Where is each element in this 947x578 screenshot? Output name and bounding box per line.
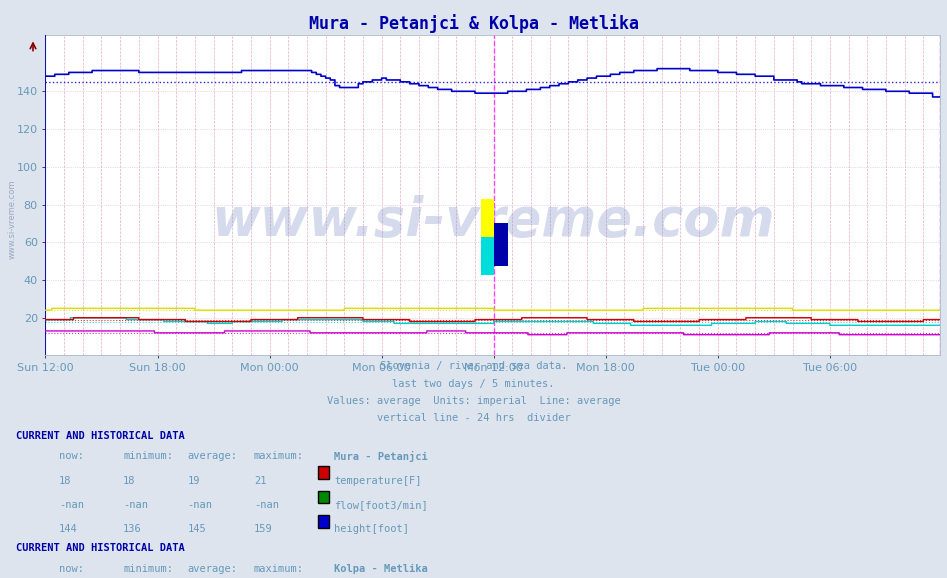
Text: -nan: -nan [188, 500, 212, 510]
Text: 136: 136 [123, 524, 142, 534]
Text: 159: 159 [254, 524, 273, 534]
Text: 21: 21 [254, 476, 266, 486]
Bar [509, 199, 536, 216]
Text: minimum:: minimum: [123, 451, 173, 461]
Text: temperature[F]: temperature[F] [334, 476, 421, 486]
Text: flow[foot3/min]: flow[foot3/min] [334, 500, 428, 510]
Text: now:: now: [59, 564, 83, 574]
Text: Mura - Petanjci: Mura - Petanjci [334, 451, 428, 462]
Text: -nan: -nan [123, 500, 148, 510]
Text: 18: 18 [59, 476, 71, 486]
Text: maximum:: maximum: [254, 564, 304, 574]
Text: CURRENT AND HISTORICAL DATA: CURRENT AND HISTORICAL DATA [16, 543, 185, 553]
Text: www.si-vreme.com: www.si-vreme.com [211, 195, 775, 247]
Text: vertical line - 24 hrs  divider: vertical line - 24 hrs divider [377, 413, 570, 423]
Text: 18: 18 [123, 476, 135, 486]
Text: -nan: -nan [59, 500, 83, 510]
Text: now:: now: [59, 451, 83, 461]
Bar [483, 199, 509, 216]
Text: average:: average: [188, 564, 238, 574]
Text: height[foot]: height[foot] [334, 524, 409, 534]
Text: 145: 145 [188, 524, 206, 534]
Text: 19: 19 [188, 476, 200, 486]
Text: www.si-vreme.com: www.si-vreme.com [8, 180, 17, 260]
Text: minimum:: minimum: [123, 564, 173, 574]
Text: Mura - Petanjci & Kolpa - Metlika: Mura - Petanjci & Kolpa - Metlika [309, 14, 638, 34]
Text: last two days / 5 minutes.: last two days / 5 minutes. [392, 379, 555, 388]
Text: -nan: -nan [254, 500, 278, 510]
Text: maximum:: maximum: [254, 451, 304, 461]
Text: Kolpa - Metlika: Kolpa - Metlika [334, 564, 428, 574]
Text: Slovenia / river and sea data.: Slovenia / river and sea data. [380, 361, 567, 371]
Text: 144: 144 [59, 524, 78, 534]
Text: Values: average  Units: imperial  Line: average: Values: average Units: imperial Line: av… [327, 396, 620, 406]
Text: average:: average: [188, 451, 238, 461]
Text: CURRENT AND HISTORICAL DATA: CURRENT AND HISTORICAL DATA [16, 431, 185, 440]
